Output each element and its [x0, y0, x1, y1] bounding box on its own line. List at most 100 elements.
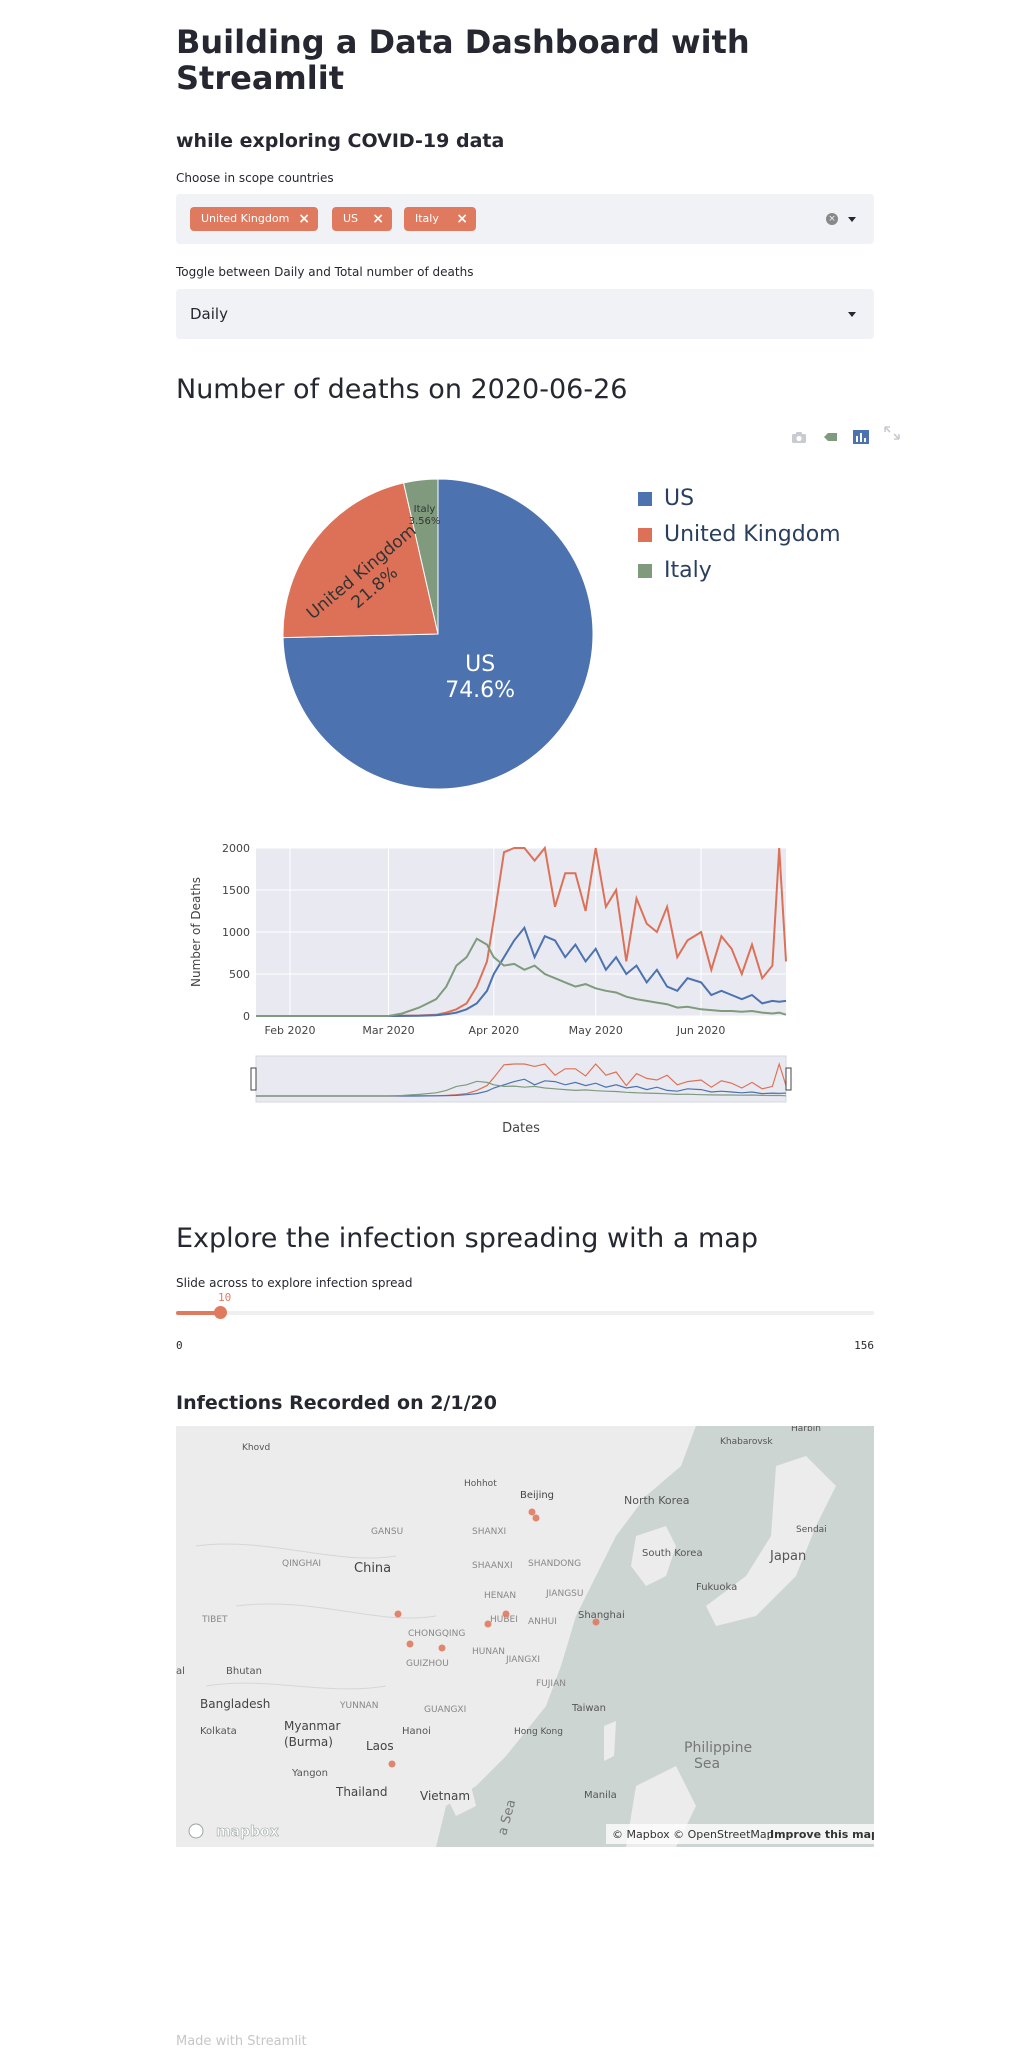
map-place-label: ANHUI	[528, 1617, 557, 1627]
slider-value: 10	[218, 1291, 232, 1304]
map-place-label: QINGHAI	[282, 1559, 321, 1569]
map-place-label: Myanmar	[284, 1719, 340, 1733]
select-value: Daily	[190, 305, 228, 323]
chevron-down-icon[interactable]	[848, 217, 856, 222]
x-axis-label: Dates	[502, 1121, 540, 1136]
map-place-label: Khabarovsk	[720, 1437, 773, 1447]
infection-marker[interactable]	[388, 1760, 396, 1768]
slider-min: 0	[176, 1339, 183, 1352]
map-title: Infections Recorded on 2/1/20	[176, 1392, 497, 1414]
infection-marker[interactable]	[438, 1644, 446, 1652]
infection-marker[interactable]	[394, 1610, 402, 1618]
bar-chart-icon[interactable]	[853, 430, 869, 444]
range-handle-left[interactable]	[250, 1067, 257, 1091]
map-place-label: GUIZHOU	[406, 1659, 449, 1669]
deaths-mode-select[interactable]: Daily	[176, 289, 874, 339]
line-chart[interactable]: 0 500 1000 1500 2000 Feb 2020 Mar 2020 Apr 2020…	[176, 830, 826, 1150]
close-icon[interactable]: ×	[298, 211, 310, 227]
pie-slice-united-kingdom[interactable]	[282, 482, 439, 639]
infection-marker[interactable]	[592, 1618, 600, 1626]
japan-land	[706, 1456, 836, 1626]
map-place-label: GUANGXI	[424, 1705, 466, 1715]
tag-label: US	[343, 212, 359, 225]
map-place-label: Hong Kong	[514, 1727, 563, 1737]
infection-marker[interactable]	[502, 1610, 510, 1618]
infection-marker[interactable]	[484, 1620, 492, 1628]
range-slider-line	[256, 1078, 787, 1097]
map-place-label: HUNAN	[472, 1647, 505, 1657]
countries-multiselect[interactable]: United Kingdom × US × Italy × ×	[176, 194, 874, 244]
map-place-label: South Korea	[642, 1548, 703, 1559]
map-place-label: Manila	[584, 1790, 617, 1801]
map-place-label: Beijing	[520, 1490, 554, 1501]
map-place-label: Bhutan	[226, 1666, 262, 1677]
tag-us[interactable]: US ×	[332, 207, 392, 231]
attribution[interactable]: © Mapbox © OpenStreetMap	[612, 1828, 774, 1841]
x-tick-label: May 2020	[569, 1024, 623, 1037]
tag-icon[interactable]	[822, 430, 838, 444]
legend-label[interactable]: Italy	[664, 558, 712, 583]
pie-label: US	[465, 652, 495, 677]
map-place-label: Taiwan	[571, 1703, 606, 1714]
deaths-heading: Number of deaths on 2020-06-26	[176, 374, 628, 405]
legend-swatch	[638, 564, 652, 578]
y-tick-label: 1000	[222, 926, 250, 939]
expand-icon[interactable]	[884, 426, 900, 440]
x-tick-label: Apr 2020	[469, 1024, 520, 1037]
tag-united-kingdom[interactable]: United Kingdom ×	[190, 207, 318, 231]
map-place-label: SHANDONG	[528, 1559, 581, 1569]
infection-marker[interactable]	[528, 1508, 536, 1516]
map-place-label: (Burma)	[284, 1735, 333, 1749]
legend-label[interactable]: US	[664, 486, 694, 511]
toggle-select-label: Toggle between Daily and Total number of…	[176, 265, 474, 279]
map-place-label: SHANXI	[472, 1527, 506, 1537]
pie-slice-italy[interactable]	[403, 478, 439, 635]
map-place-label: JIANGXI	[505, 1655, 540, 1665]
map-place-label: TIBET	[201, 1615, 228, 1625]
infection-marker[interactable]	[532, 1514, 540, 1522]
map-place-label: Thailand	[335, 1785, 388, 1799]
clear-icon[interactable]: ×	[826, 213, 838, 225]
map-place-label: al	[176, 1666, 185, 1677]
legend-label[interactable]: United Kingdom	[664, 522, 841, 547]
map-place-label: Philippine	[684, 1740, 752, 1756]
series-line-us[interactable]	[256, 925, 787, 1017]
terrain-lines	[195, 1543, 437, 1690]
slider-thumb[interactable]	[214, 1306, 227, 1319]
series-line-united-kingdom[interactable]	[256, 845, 787, 1017]
close-icon[interactable]: ×	[456, 211, 468, 227]
camera-icon[interactable]	[791, 430, 807, 444]
map-place-label: Hohhot	[464, 1479, 497, 1489]
pie-percent-label: 74.6%	[445, 678, 515, 703]
series-line-italy[interactable]	[256, 937, 787, 1017]
range-handle-right[interactable]	[785, 1067, 792, 1091]
tag-label: United Kingdom	[201, 212, 290, 225]
infection-marker[interactable]	[406, 1640, 414, 1648]
mapbox-logo: mapbox	[216, 1824, 279, 1840]
footer[interactable]: Made with Streamlit	[176, 2034, 307, 2049]
slider-track[interactable]	[176, 1311, 874, 1315]
tag-italy[interactable]: Italy ×	[404, 207, 476, 231]
improve-map-link[interactable]: Improve this map	[770, 1828, 874, 1841]
infection-map[interactable]: Khabarovsk Khovd Hohhot Beijing North Korea S…	[176, 1426, 874, 1847]
sea-area	[436, 1426, 874, 1847]
map-place-label: JIANGSU	[545, 1589, 583, 1599]
map-place-label: Khovd	[242, 1443, 270, 1453]
korea-land	[631, 1526, 676, 1586]
map-place-label: Shanghai	[578, 1610, 625, 1621]
map-place-label: HENAN	[484, 1591, 516, 1601]
page-subtitle: while exploring COVID-19 data	[176, 130, 505, 152]
close-icon[interactable]: ×	[372, 211, 384, 227]
y-tick-label: 500	[229, 968, 250, 981]
slider-fill	[176, 1311, 220, 1315]
slider-label: Slide across to explore infection spread	[176, 1276, 413, 1290]
map-place-label: Laos	[366, 1739, 394, 1753]
map-place-label: Yangon	[291, 1768, 328, 1779]
map-place-label: CHONGQING	[408, 1629, 465, 1639]
chevron-down-icon[interactable]	[848, 312, 856, 317]
map-place-label: Sea	[694, 1756, 720, 1772]
map-place-label: Hanoi	[402, 1726, 431, 1737]
y-tick-label: 0	[243, 1010, 250, 1023]
